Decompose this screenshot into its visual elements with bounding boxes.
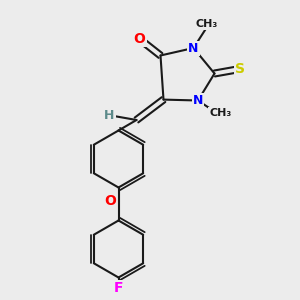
Text: N: N [193,94,203,107]
Text: S: S [235,62,245,76]
Text: O: O [104,194,116,208]
Text: H: H [104,109,115,122]
Text: O: O [134,32,146,46]
Text: N: N [188,41,199,55]
Text: CH₃: CH₃ [209,107,232,118]
Text: CH₃: CH₃ [196,19,218,29]
Text: F: F [114,281,123,295]
